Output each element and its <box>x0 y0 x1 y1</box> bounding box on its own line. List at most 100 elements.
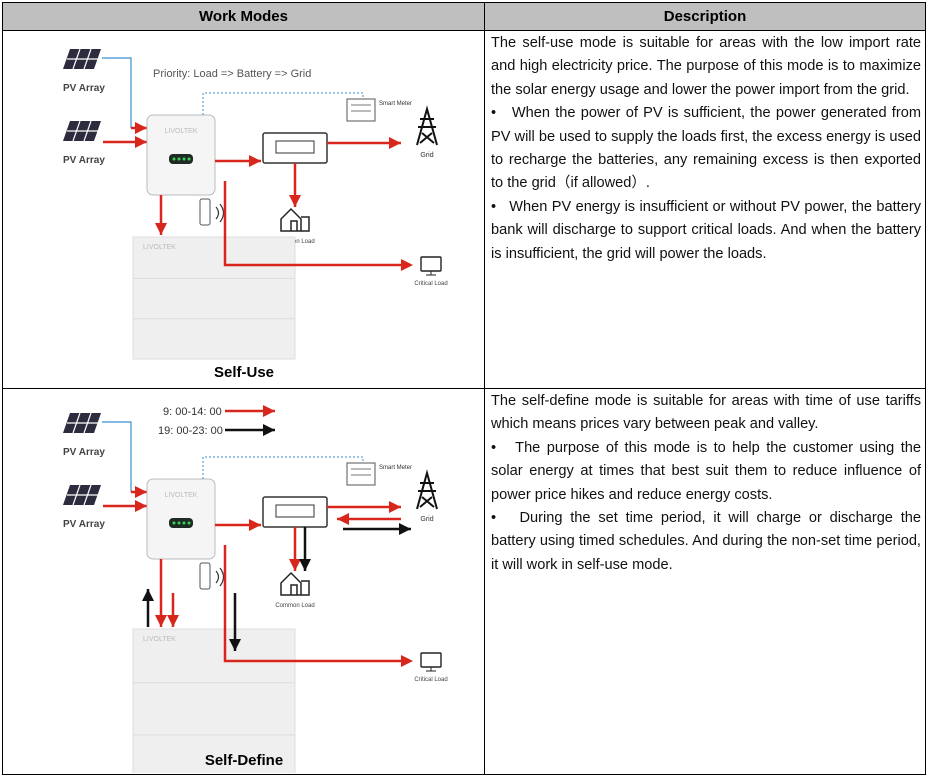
connector <box>223 545 403 663</box>
arrow-head <box>289 195 301 207</box>
arrow-head <box>263 405 275 417</box>
panel-grid <box>67 120 98 142</box>
pv-label: PV Array <box>63 519 105 530</box>
meter-screen <box>275 140 315 154</box>
description-cell: The self-use mode is suitable for areas … <box>484 30 926 389</box>
wifi-icon <box>215 567 225 587</box>
schedule: 19: 00-23: 00 <box>158 425 223 437</box>
arrow-head <box>135 486 147 498</box>
paragraph: The self-use mode is suitable for areas … <box>491 35 921 98</box>
smart-meter <box>346 462 376 486</box>
indicator <box>172 521 176 525</box>
arrow-head <box>155 223 167 235</box>
monitor-stand <box>426 271 436 276</box>
connector <box>102 57 132 128</box>
mode-label: Self-Use <box>214 364 274 381</box>
paragraph: • The purpose of this mode is to help th… <box>491 439 921 503</box>
smart-meter <box>346 98 376 122</box>
diagram: PV Array PV Array LIVOLTEK Smart Meter Grid C… <box>63 48 448 381</box>
connector <box>202 456 364 479</box>
meter-detail <box>351 468 371 476</box>
arrow-head <box>249 155 261 167</box>
arrow-head <box>229 639 241 651</box>
indicator <box>182 157 186 161</box>
battery-modules <box>133 277 295 320</box>
arrow-head <box>135 136 147 148</box>
arrow-head <box>263 424 275 436</box>
header-cell: Work Modes <box>2 2 485 31</box>
diagram-cell: PV Array PV Array LIVOLTEK Smart Meter Grid C… <box>2 388 485 775</box>
monitor-icon <box>420 652 442 668</box>
grid-label: Grid <box>420 152 433 159</box>
arrow-head <box>155 615 167 627</box>
battery-brand: LIVOLTEK <box>143 636 176 643</box>
grid-label: Grid <box>420 516 433 523</box>
description: The self-define mode is suitable for are… <box>485 389 925 577</box>
battery-brand: LIVOLTEK <box>143 244 176 251</box>
pv-label: PV Array <box>63 83 105 94</box>
arrow-head <box>401 655 413 667</box>
pv-label: PV Array <box>63 155 105 166</box>
diagram-cell: PV Array PV Array LIVOLTEK Smart Meter Grid C… <box>2 30 485 389</box>
arrow-head <box>299 559 311 571</box>
connector <box>223 181 403 267</box>
arrow-head <box>399 523 411 535</box>
panel-grid <box>67 412 98 434</box>
arrow-head <box>249 519 261 531</box>
arrow-head <box>289 559 301 571</box>
house-icon <box>280 571 310 596</box>
load-label: Critical Load <box>414 281 447 287</box>
arrow-head <box>337 513 349 525</box>
diagram: PV Array PV Array LIVOLTEK Smart Meter Grid C… <box>63 405 448 773</box>
grid-tower <box>416 105 438 146</box>
wifi-icon <box>215 203 225 223</box>
description-cell: The self-define mode is suitable for are… <box>484 388 926 775</box>
meter-label: Smart Meter <box>379 101 412 107</box>
dongle <box>199 562 211 590</box>
arrow-head <box>389 501 401 513</box>
header-cell: Description <box>484 2 926 31</box>
connector <box>202 92 364 115</box>
meter-detail <box>351 104 371 112</box>
table-row: PV Array PV Array LIVOLTEK Smart Meter Grid C… <box>2 30 926 389</box>
arrow-head <box>401 259 413 271</box>
priority-note: Priority: Load => Battery => Grid <box>153 68 311 80</box>
connector <box>102 421 132 492</box>
indicator <box>177 521 181 525</box>
arrow-head <box>167 615 179 627</box>
load-label: Common Load <box>275 603 314 609</box>
arrow-head <box>135 500 147 512</box>
indicator <box>187 157 191 161</box>
paragraph: • During the set time period, it will ch… <box>491 510 921 573</box>
indicator <box>172 157 176 161</box>
dongle <box>199 198 211 226</box>
paragraph: • When the power of PV is sufficient, th… <box>491 105 921 192</box>
battery-modules <box>133 682 295 736</box>
mode-label: Self-Define <box>205 752 283 769</box>
paragraph: The self-define mode is suitable for are… <box>491 393 921 433</box>
indicator <box>177 157 181 161</box>
load-label: Critical Load <box>414 677 447 683</box>
arrow-head <box>135 122 147 134</box>
inverter-display <box>169 154 193 164</box>
battery <box>132 236 296 360</box>
inverter-brand: LIVOLTEK <box>165 128 198 135</box>
monitor-stand <box>426 667 436 672</box>
house-icon <box>280 207 310 232</box>
meter-label: Smart Meter <box>379 465 412 471</box>
meter-screen <box>275 504 315 518</box>
schedule: 9: 00-14: 00 <box>163 406 222 418</box>
description: The self-use mode is suitable for areas … <box>485 31 925 266</box>
arrow-head <box>142 589 154 601</box>
battery <box>132 628 296 773</box>
monitor-icon <box>420 256 442 272</box>
table-row: PV Array PV Array LIVOLTEK Smart Meter Grid C… <box>2 388 926 775</box>
header-row: Work Modes Description <box>2 2 926 31</box>
grid-tower <box>416 469 438 510</box>
inverter-display <box>169 518 193 528</box>
arrow-head <box>389 137 401 149</box>
panel-grid <box>67 484 98 506</box>
indicator <box>182 521 186 525</box>
